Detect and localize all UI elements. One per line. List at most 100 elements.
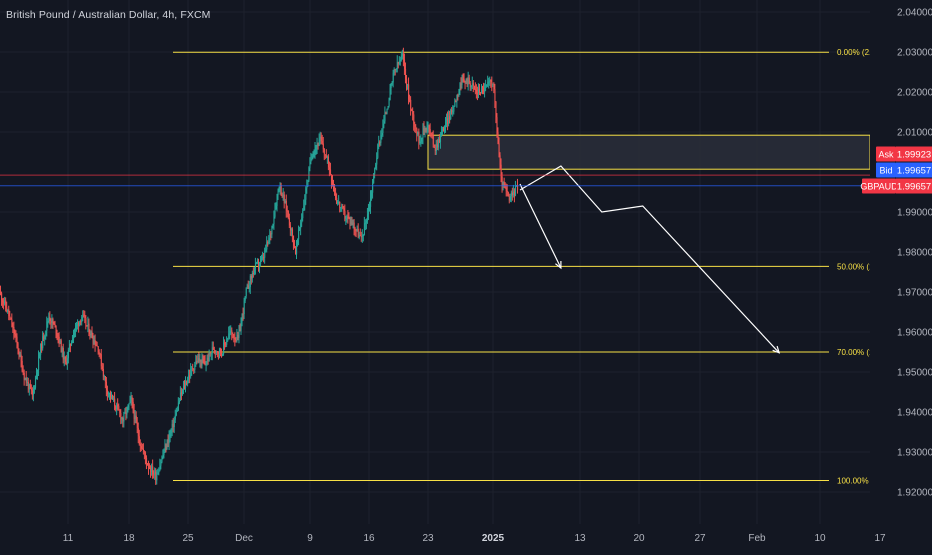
candle-body [474, 89, 476, 91]
candle-body [67, 349, 69, 359]
candle-body [282, 194, 284, 197]
candle-body [304, 199, 306, 207]
candle-body [254, 267, 256, 274]
candle-body [343, 208, 345, 211]
price-tick-label: 1.97000 [897, 288, 932, 299]
candle-body [37, 370, 39, 373]
candle-body [384, 113, 386, 122]
symbol-title[interactable]: British Pound / Australian Dollar, 4h, F… [6, 9, 211, 21]
candle-body [496, 117, 498, 133]
price-tag-name-bg [862, 178, 896, 194]
candle-body [144, 451, 146, 453]
candle-body [273, 216, 275, 225]
candle-body [443, 128, 445, 132]
candle-body [130, 397, 132, 400]
candle-body [371, 192, 373, 197]
candle-body [22, 371, 24, 373]
candle-body [270, 233, 272, 235]
candle-body [347, 216, 349, 218]
candle-body [100, 354, 102, 367]
candle-body [128, 403, 130, 405]
candle-body [315, 147, 317, 149]
candle-body [395, 68, 397, 71]
candle-body [447, 118, 449, 125]
candle-body [501, 176, 503, 186]
candle-body [207, 357, 209, 362]
candle-body [160, 462, 162, 466]
candle-body [170, 430, 172, 434]
candle-body [465, 78, 467, 83]
candle-body [196, 360, 198, 362]
candle-body [78, 322, 80, 326]
candle-body [328, 156, 330, 168]
candle-body [174, 415, 176, 420]
time-tick-label: Feb [748, 533, 766, 544]
candle-body [112, 395, 114, 400]
candle-body [487, 81, 489, 85]
candle-body [98, 352, 100, 355]
candle-body [135, 415, 137, 423]
candle-body [276, 195, 278, 206]
time-axis[interactable]: 11 18 25 Dec 9 16 23 2025 13 20 27 Feb 10 17 [63, 533, 886, 544]
candle-body [311, 156, 313, 160]
candle-body [372, 183, 374, 193]
candle-body [27, 381, 29, 390]
candle-body [375, 164, 377, 169]
candle-body [453, 106, 455, 112]
candle-body [284, 200, 286, 204]
candle-body [190, 369, 192, 377]
candle-body [358, 235, 360, 238]
time-tick-label: 27 [694, 533, 706, 544]
candle-body [154, 471, 156, 475]
candle-body [64, 356, 66, 362]
candle-body [369, 206, 371, 208]
candle-body [393, 69, 395, 74]
candle-body [318, 138, 320, 146]
candle-body [352, 222, 354, 226]
candle-body [243, 300, 245, 315]
candle-body [313, 152, 315, 154]
candle-body [183, 386, 185, 390]
candle-body [188, 375, 190, 381]
candle-body [149, 467, 151, 469]
candle-body [42, 336, 44, 349]
candle-body [472, 83, 474, 86]
candle-body [80, 320, 82, 323]
candle-body [233, 337, 235, 339]
candle-body [21, 360, 23, 372]
candle-body [159, 465, 161, 471]
candle-body [429, 129, 431, 133]
candle-body [169, 433, 171, 437]
candle-body [211, 347, 213, 354]
candle-body [269, 233, 271, 238]
candle-body [173, 419, 175, 428]
candle-body [61, 347, 63, 353]
candle-body [430, 132, 432, 134]
fibonacci-layer: 0.00% (2.02995) 50.00% (1.97641) 70.00% (1… [173, 48, 905, 486]
candle-body [436, 144, 438, 148]
candle-body [15, 335, 17, 337]
candle-body [297, 239, 299, 244]
candle-body [337, 202, 339, 204]
candle-body [387, 106, 389, 110]
candle-body [48, 317, 50, 321]
candle-body [463, 78, 465, 82]
candle-body [239, 329, 241, 332]
arrow-head [772, 345, 781, 354]
candle-body [86, 325, 88, 327]
candle-body [107, 390, 109, 395]
price-tick-label: 2.03000 [897, 48, 932, 59]
candle-body [249, 276, 251, 288]
candle-body [291, 229, 293, 231]
candle-body [119, 410, 121, 413]
price-axis[interactable]: 2.04000 2.03000 2.02000 2.01000 1.99000 1.980… [870, 0, 932, 550]
candle-body [16, 336, 18, 344]
candle-body [197, 358, 199, 362]
candle-body [201, 358, 203, 366]
candle-body [484, 86, 486, 92]
candle-body [92, 338, 94, 343]
candle-body [236, 334, 238, 341]
candle-body [455, 101, 457, 103]
